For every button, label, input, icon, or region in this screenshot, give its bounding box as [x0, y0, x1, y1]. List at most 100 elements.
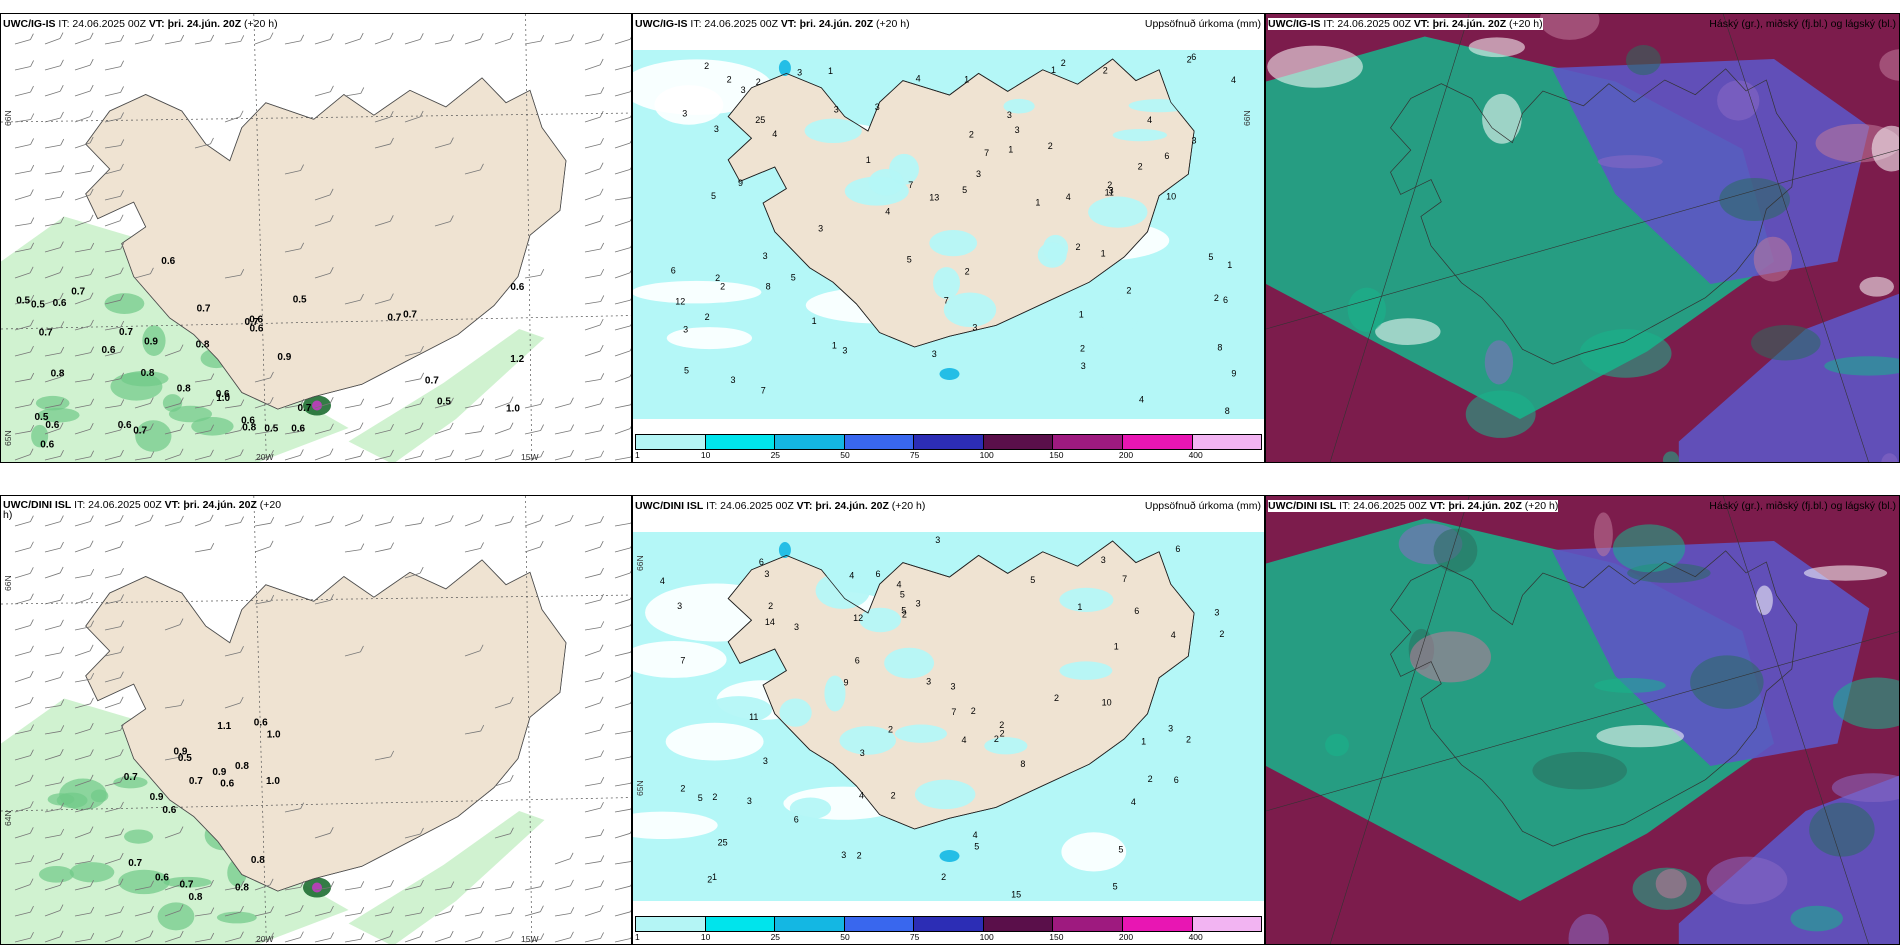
shade-area [31, 424, 49, 448]
wind-barb [344, 651, 361, 657]
wind-barb [434, 936, 451, 943]
precip-value: 3 [932, 349, 937, 359]
panel-dini-cloud: UWC/DINI ISL IT: 24.06.2025 00Z VT: þri.… [1265, 495, 1900, 945]
panel-ig-wind: UWC/IG-IS IT: 24.06.2025 00Z VT: þri. 24… [0, 13, 632, 463]
wind-barb [614, 325, 631, 331]
wind-barb-flag [210, 424, 215, 431]
wind-barb [584, 194, 601, 201]
wind-barb-flag [359, 422, 364, 429]
wind-barb [494, 455, 511, 461]
precip-value: 6 [1164, 151, 1169, 161]
wind-barb [374, 455, 391, 461]
gust-value: 0.7 [245, 317, 259, 328]
wind-barb [584, 116, 601, 123]
wind-barb-flag [479, 33, 484, 40]
wind-barb-flag [29, 670, 34, 678]
cloud-patch [1831, 773, 1899, 803]
wind-barb [404, 428, 421, 435]
wind-barb-flag [510, 515, 514, 523]
precip-value: 1 [1051, 65, 1056, 75]
wind-barb-flag [240, 646, 244, 653]
wind-barb [584, 143, 601, 149]
gust-value: 1.2 [510, 354, 524, 365]
wind-barb [164, 832, 181, 839]
wind-barb-flag [59, 566, 64, 574]
wind-barb [14, 404, 31, 409]
wind-barb-flag [89, 214, 94, 221]
precip-value: 2 [756, 77, 761, 87]
precip-value: 1 [1141, 736, 1146, 746]
wind-barb [104, 378, 121, 383]
precip-value: 3 [794, 622, 799, 632]
wind-barb-flag [600, 424, 605, 431]
wind-barb-flag [330, 85, 334, 92]
low-cloud-area [1551, 59, 1870, 284]
wind-barb-flag [59, 371, 64, 378]
wind-barb [74, 379, 91, 383]
precip-value: 2 [705, 312, 710, 322]
precip-area [1059, 661, 1113, 680]
wind-barb-flag [29, 696, 34, 704]
wind-barb [44, 677, 61, 683]
low-cloud-area [1678, 293, 1899, 462]
wind-barb [464, 650, 481, 657]
wind-barb-flag [570, 931, 574, 938]
wind-barb [224, 937, 241, 943]
precip-value: 2 [971, 706, 976, 716]
wind-barb-flag [179, 878, 184, 886]
legend-tick: 200 [1118, 450, 1134, 460]
wind-barb-flag [540, 424, 544, 431]
wind-barb [404, 455, 421, 461]
wind-barb-flag [329, 827, 334, 834]
cloud-patch [1465, 390, 1536, 438]
wind-barb [104, 936, 121, 943]
wind-barb [104, 118, 121, 123]
legend-swatch [1053, 435, 1123, 449]
precip-value: 3 [834, 105, 839, 115]
cloud-patch [1690, 655, 1764, 709]
graticule-line [1, 315, 631, 330]
wind-barb-flag [270, 594, 275, 602]
wind-barb-flag [29, 801, 34, 808]
wind-barb-flag [30, 164, 35, 172]
wind-barb [44, 222, 61, 227]
legend-swatch [636, 435, 706, 449]
precip-max [778, 60, 791, 76]
wind-barb-flag [540, 269, 545, 276]
wind-barb [344, 93, 361, 97]
wind-barb [14, 806, 31, 813]
wind-barb-flag [90, 165, 95, 172]
wind-barb [524, 40, 541, 45]
wind-barb [344, 938, 361, 943]
wind-barb [614, 885, 631, 891]
wind-barb-flag [89, 423, 94, 430]
legend-swatch [844, 435, 915, 449]
precip-value: 3 [1214, 608, 1219, 618]
wind-barb-flag [149, 514, 154, 521]
wind-barb [374, 548, 391, 553]
wind-barb-flag [629, 597, 631, 600]
wind-barb-flag [59, 266, 64, 273]
wind-barb [284, 886, 301, 891]
wind-barb-flag [30, 85, 34, 93]
precip-value: 7 [908, 180, 913, 190]
wind-barb [44, 428, 61, 435]
wind-barb-flag [330, 932, 334, 939]
precip-area [1088, 196, 1148, 228]
gust-value: 0.6 [249, 315, 263, 326]
wind-barb [74, 832, 91, 839]
wind-barb-flag [90, 515, 94, 522]
wind-barb-flag [120, 801, 124, 809]
cloud-patch [1267, 45, 1363, 88]
shade-area [124, 829, 154, 844]
precip-area [943, 292, 997, 328]
wind-barb [614, 272, 631, 279]
wind-barb [74, 352, 91, 357]
wind-barb [614, 703, 631, 709]
wind-barb-flag [630, 64, 631, 67]
precip-value: 3 [714, 124, 719, 134]
wind-barb [224, 886, 241, 891]
wind-barb-flag [359, 514, 364, 521]
wind-barb-flag [60, 593, 64, 601]
wind-barb [584, 64, 601, 71]
